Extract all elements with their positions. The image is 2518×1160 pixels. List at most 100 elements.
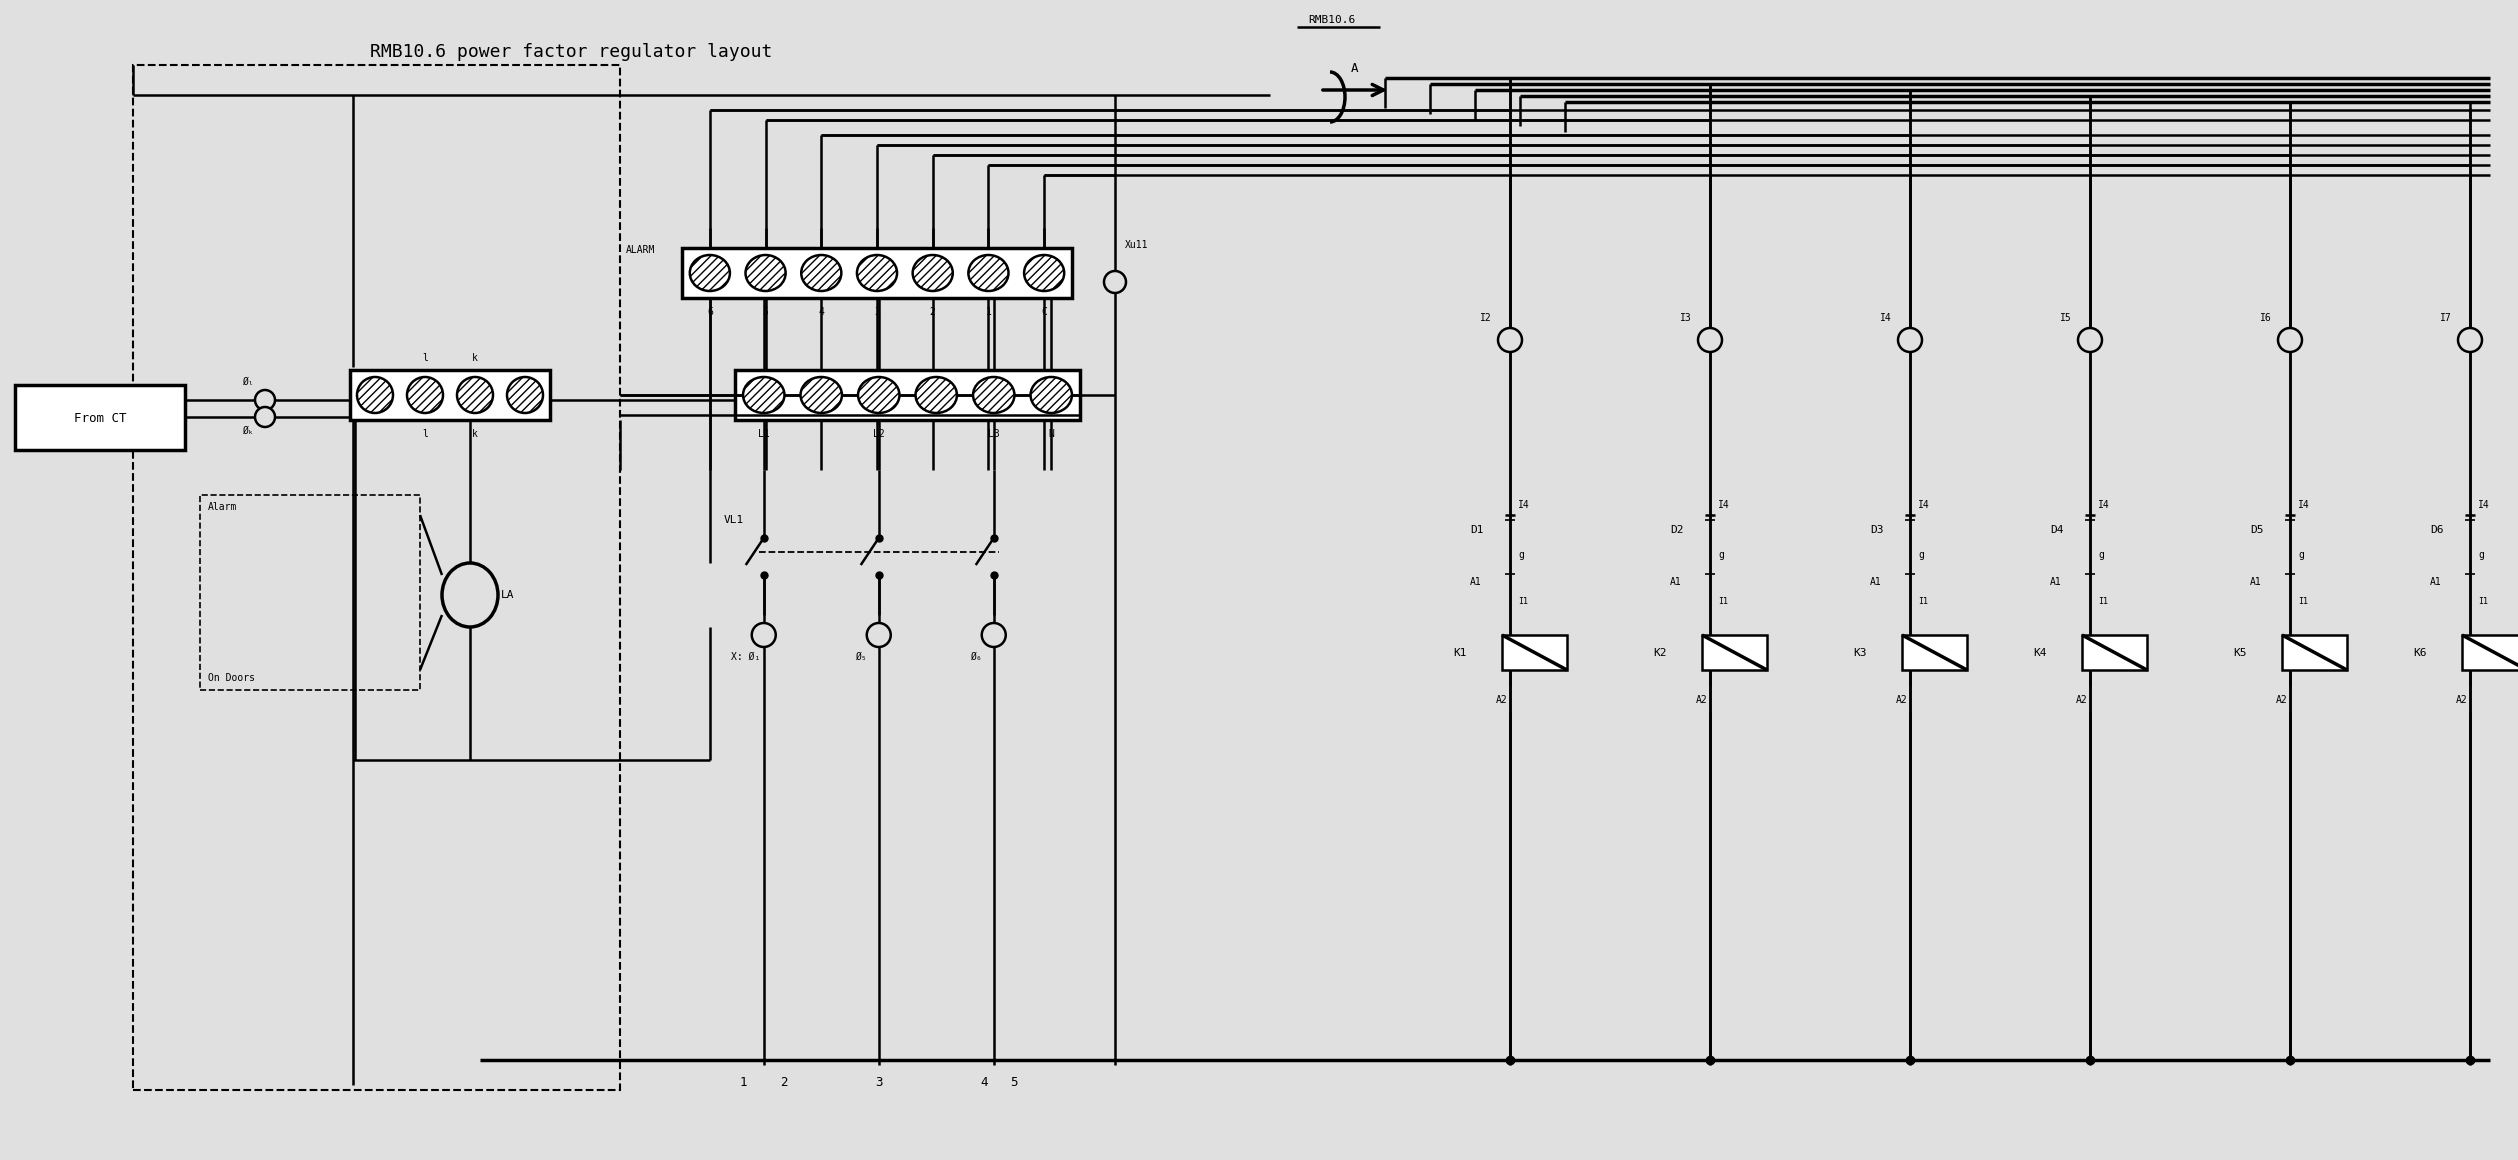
Ellipse shape	[506, 377, 544, 413]
Text: D4: D4	[2050, 525, 2062, 535]
Text: g: g	[1919, 550, 1924, 560]
Text: D6: D6	[2430, 525, 2442, 535]
Text: I3: I3	[1680, 313, 1692, 322]
Text: X: Ø₁: X: Ø₁	[730, 652, 760, 662]
Text: g: g	[2097, 550, 2105, 560]
Text: A2: A2	[1697, 695, 1707, 705]
Text: RMB10.6 power factor regulator layout: RMB10.6 power factor regulator layout	[370, 43, 773, 61]
Text: A1: A1	[2430, 577, 2442, 587]
Text: A2: A2	[2077, 695, 2087, 705]
Text: D5: D5	[2251, 525, 2264, 535]
Text: I1: I1	[1518, 597, 1528, 607]
Text: l: l	[423, 429, 428, 438]
Circle shape	[753, 623, 776, 647]
Text: RMB10.6: RMB10.6	[1307, 15, 1355, 26]
Ellipse shape	[969, 255, 1010, 291]
Text: I4: I4	[2299, 500, 2309, 510]
Text: D2: D2	[1669, 525, 1685, 535]
Text: 6: 6	[708, 307, 713, 317]
Text: D1: D1	[1471, 525, 1483, 535]
Text: 5: 5	[763, 307, 768, 317]
Text: I4: I4	[2097, 500, 2110, 510]
Text: K3: K3	[1853, 647, 1866, 658]
Text: k: k	[471, 429, 478, 438]
Circle shape	[1498, 328, 1521, 351]
Text: 1: 1	[985, 307, 992, 317]
Bar	[199, 495, 421, 690]
Text: Øₖ: Øₖ	[242, 426, 254, 436]
Text: k: k	[471, 353, 478, 363]
Ellipse shape	[743, 377, 786, 413]
Bar	[2463, 635, 2518, 670]
Text: K4: K4	[2032, 647, 2047, 658]
Text: l: l	[423, 353, 428, 363]
Bar	[1702, 635, 1768, 670]
Text: g: g	[2478, 550, 2483, 560]
Circle shape	[982, 623, 1005, 647]
Text: A1: A1	[1669, 577, 1682, 587]
Text: Øₗ: Øₗ	[242, 377, 254, 387]
Text: 2: 2	[929, 307, 937, 317]
Bar	[15, 385, 184, 450]
Text: Alarm: Alarm	[209, 502, 237, 512]
Text: I4: I4	[1518, 500, 1531, 510]
Bar	[1503, 635, 1566, 670]
Text: L2: L2	[874, 429, 884, 438]
Text: I4: I4	[1717, 500, 1730, 510]
Text: g: g	[1717, 550, 1725, 560]
Text: A1: A1	[2050, 577, 2062, 587]
Text: K6: K6	[2412, 647, 2427, 658]
Text: g: g	[1518, 550, 1523, 560]
Text: 5: 5	[1010, 1075, 1017, 1088]
Circle shape	[2279, 328, 2301, 351]
Text: 4: 4	[980, 1075, 987, 1088]
Ellipse shape	[856, 255, 896, 291]
Text: I6: I6	[2261, 313, 2271, 322]
Text: K5: K5	[2233, 647, 2246, 658]
Text: ALARM: ALARM	[624, 245, 655, 255]
Text: A1: A1	[2251, 577, 2261, 587]
Text: 4: 4	[818, 307, 823, 317]
Text: A1: A1	[1871, 577, 1881, 587]
Text: I1: I1	[1717, 597, 1727, 607]
Text: VL1: VL1	[723, 515, 743, 525]
Ellipse shape	[912, 255, 952, 291]
Text: I4: I4	[1881, 313, 1891, 322]
Text: 3: 3	[874, 1075, 881, 1088]
Circle shape	[254, 390, 274, 409]
Circle shape	[1899, 328, 1921, 351]
Ellipse shape	[1030, 377, 1073, 413]
Text: D3: D3	[1871, 525, 1883, 535]
Text: Xu11: Xu11	[1126, 240, 1148, 251]
Text: I4: I4	[1919, 500, 1929, 510]
Text: N: N	[1047, 429, 1055, 438]
Text: Ø₅: Ø₅	[856, 652, 866, 662]
Text: I1: I1	[2299, 597, 2309, 607]
Text: On Doors: On Doors	[209, 673, 254, 683]
Text: I1: I1	[2478, 597, 2488, 607]
Bar	[133, 65, 619, 1090]
Text: I5: I5	[2060, 313, 2072, 322]
Bar	[2082, 635, 2148, 670]
Circle shape	[1697, 328, 1722, 351]
Bar	[682, 248, 1073, 298]
Text: From CT: From CT	[73, 412, 126, 425]
Bar	[350, 370, 549, 420]
Text: K2: K2	[1654, 647, 1667, 658]
Ellipse shape	[917, 377, 957, 413]
Ellipse shape	[745, 255, 786, 291]
Text: A1: A1	[1471, 577, 1481, 587]
Ellipse shape	[358, 377, 393, 413]
Text: A2: A2	[2455, 695, 2468, 705]
Text: Ø₆: Ø₆	[969, 652, 982, 662]
Text: L3: L3	[987, 429, 1000, 438]
Text: L1: L1	[758, 429, 771, 438]
Text: A: A	[1352, 61, 1360, 74]
Bar	[1901, 635, 1967, 670]
Text: LA: LA	[501, 590, 514, 600]
Text: K1: K1	[1453, 647, 1468, 658]
Text: I7: I7	[2440, 313, 2453, 322]
Text: g: g	[2299, 550, 2304, 560]
Text: 3: 3	[874, 307, 879, 317]
Text: I2: I2	[1481, 313, 1493, 322]
